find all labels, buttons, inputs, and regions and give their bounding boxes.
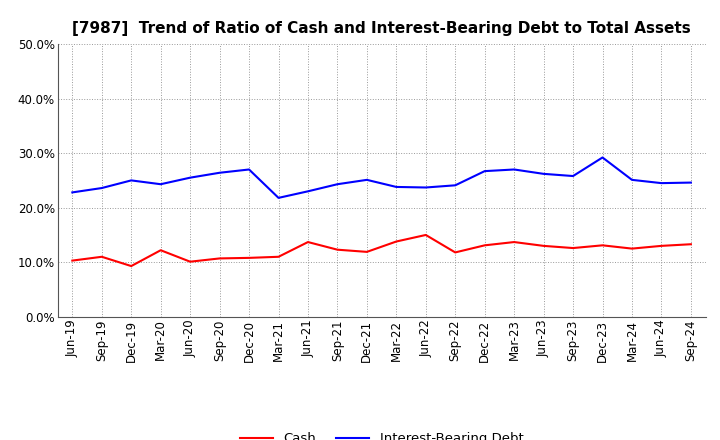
Interest-Bearing Debt <box>539 171 548 176</box>
Cash <box>569 246 577 251</box>
Interest-Bearing Debt <box>304 189 312 194</box>
Interest-Bearing Debt <box>274 195 283 201</box>
Cash <box>274 254 283 260</box>
Interest-Bearing Debt <box>657 180 666 186</box>
Interest-Bearing Debt <box>421 185 430 190</box>
Interest-Bearing Debt <box>186 175 194 180</box>
Legend: Cash, Interest-Bearing Debt: Cash, Interest-Bearing Debt <box>235 427 528 440</box>
Cash <box>657 243 666 249</box>
Cash <box>215 256 224 261</box>
Interest-Bearing Debt <box>245 167 253 172</box>
Line: Interest-Bearing Debt: Interest-Bearing Debt <box>72 158 691 198</box>
Cash <box>687 242 696 247</box>
Interest-Bearing Debt <box>333 182 342 187</box>
Cash <box>451 250 459 255</box>
Cash <box>97 254 106 260</box>
Cash <box>510 239 518 245</box>
Cash <box>539 243 548 249</box>
Interest-Bearing Debt <box>392 184 400 190</box>
Cash <box>363 249 372 254</box>
Interest-Bearing Debt <box>215 170 224 176</box>
Cash <box>68 258 76 263</box>
Title: [7987]  Trend of Ratio of Cash and Interest-Bearing Debt to Total Assets: [7987] Trend of Ratio of Cash and Intere… <box>72 21 691 36</box>
Interest-Bearing Debt <box>97 185 106 191</box>
Cash <box>421 232 430 238</box>
Cash <box>127 264 135 269</box>
Interest-Bearing Debt <box>68 190 76 195</box>
Cash <box>333 247 342 252</box>
Cash <box>598 243 607 248</box>
Cash <box>392 239 400 244</box>
Interest-Bearing Debt <box>363 177 372 183</box>
Interest-Bearing Debt <box>569 173 577 179</box>
Cash <box>304 239 312 245</box>
Cash <box>628 246 636 251</box>
Cash <box>245 255 253 260</box>
Interest-Bearing Debt <box>480 169 489 174</box>
Interest-Bearing Debt <box>127 178 135 183</box>
Interest-Bearing Debt <box>451 183 459 188</box>
Interest-Bearing Debt <box>510 167 518 172</box>
Interest-Bearing Debt <box>598 155 607 160</box>
Interest-Bearing Debt <box>628 177 636 183</box>
Interest-Bearing Debt <box>156 182 165 187</box>
Cash <box>186 259 194 264</box>
Cash <box>156 248 165 253</box>
Interest-Bearing Debt <box>687 180 696 185</box>
Line: Cash: Cash <box>72 235 691 266</box>
Cash <box>480 243 489 248</box>
